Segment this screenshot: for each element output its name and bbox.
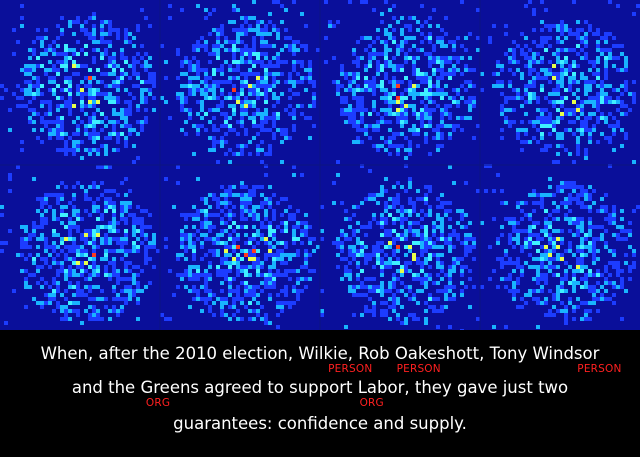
entity-tag-person: PERSON xyxy=(577,363,622,375)
caption-text: agreed to support xyxy=(199,378,358,397)
entity-tag-person: PERSON xyxy=(396,363,441,375)
entity-rob-oakeshott: Rob Oakeshott PERSON xyxy=(358,344,480,375)
heatmap-panel xyxy=(0,165,160,325)
entity-tag-person: PERSON xyxy=(328,363,373,375)
entity-text: Rob Oakeshott xyxy=(358,344,480,363)
heatmap-panel xyxy=(324,0,480,168)
heatmap-panel xyxy=(160,0,320,168)
entity-wilkie: Wilkie PERSON xyxy=(298,344,372,375)
caption-text: and the xyxy=(71,378,141,397)
caption: When, after the 2010 election, Wilkie PER… xyxy=(0,330,640,457)
caption-line-1: When, after the 2010 election, Wilkie PER… xyxy=(0,344,640,375)
caption-text: , xyxy=(479,344,490,363)
caption-text: , they gave just two xyxy=(404,378,569,397)
entity-tony-windsor: Tony Windsor PERSON xyxy=(489,344,622,375)
heatmap-panel xyxy=(320,165,480,330)
caption-line-2: and the Greens ORG agreed to support Labo… xyxy=(0,378,640,409)
entity-text: Wilkie xyxy=(298,344,348,363)
caption-text: , xyxy=(347,344,359,363)
entity-tag-org: ORG xyxy=(145,397,171,409)
entity-tag-org: ORG xyxy=(359,397,384,409)
heatmap-grid xyxy=(0,0,640,330)
heatmap-panel xyxy=(480,0,640,168)
entity-text: Tony Windsor xyxy=(489,344,600,363)
entity-text: Greens xyxy=(140,378,200,397)
heatmap-canvas xyxy=(0,0,640,330)
heatmap-panel xyxy=(0,4,156,164)
heatmap-panel xyxy=(160,165,320,329)
caption-line-3: guarantees: confidence and supply. xyxy=(173,414,467,433)
entity-labor: Labor ORG xyxy=(357,378,405,409)
entity-text: Labor xyxy=(357,378,405,397)
caption-text: When, after the 2010 election, xyxy=(40,344,299,363)
entity-greens: Greens ORG xyxy=(140,378,200,409)
heatmap-panel xyxy=(480,173,640,329)
